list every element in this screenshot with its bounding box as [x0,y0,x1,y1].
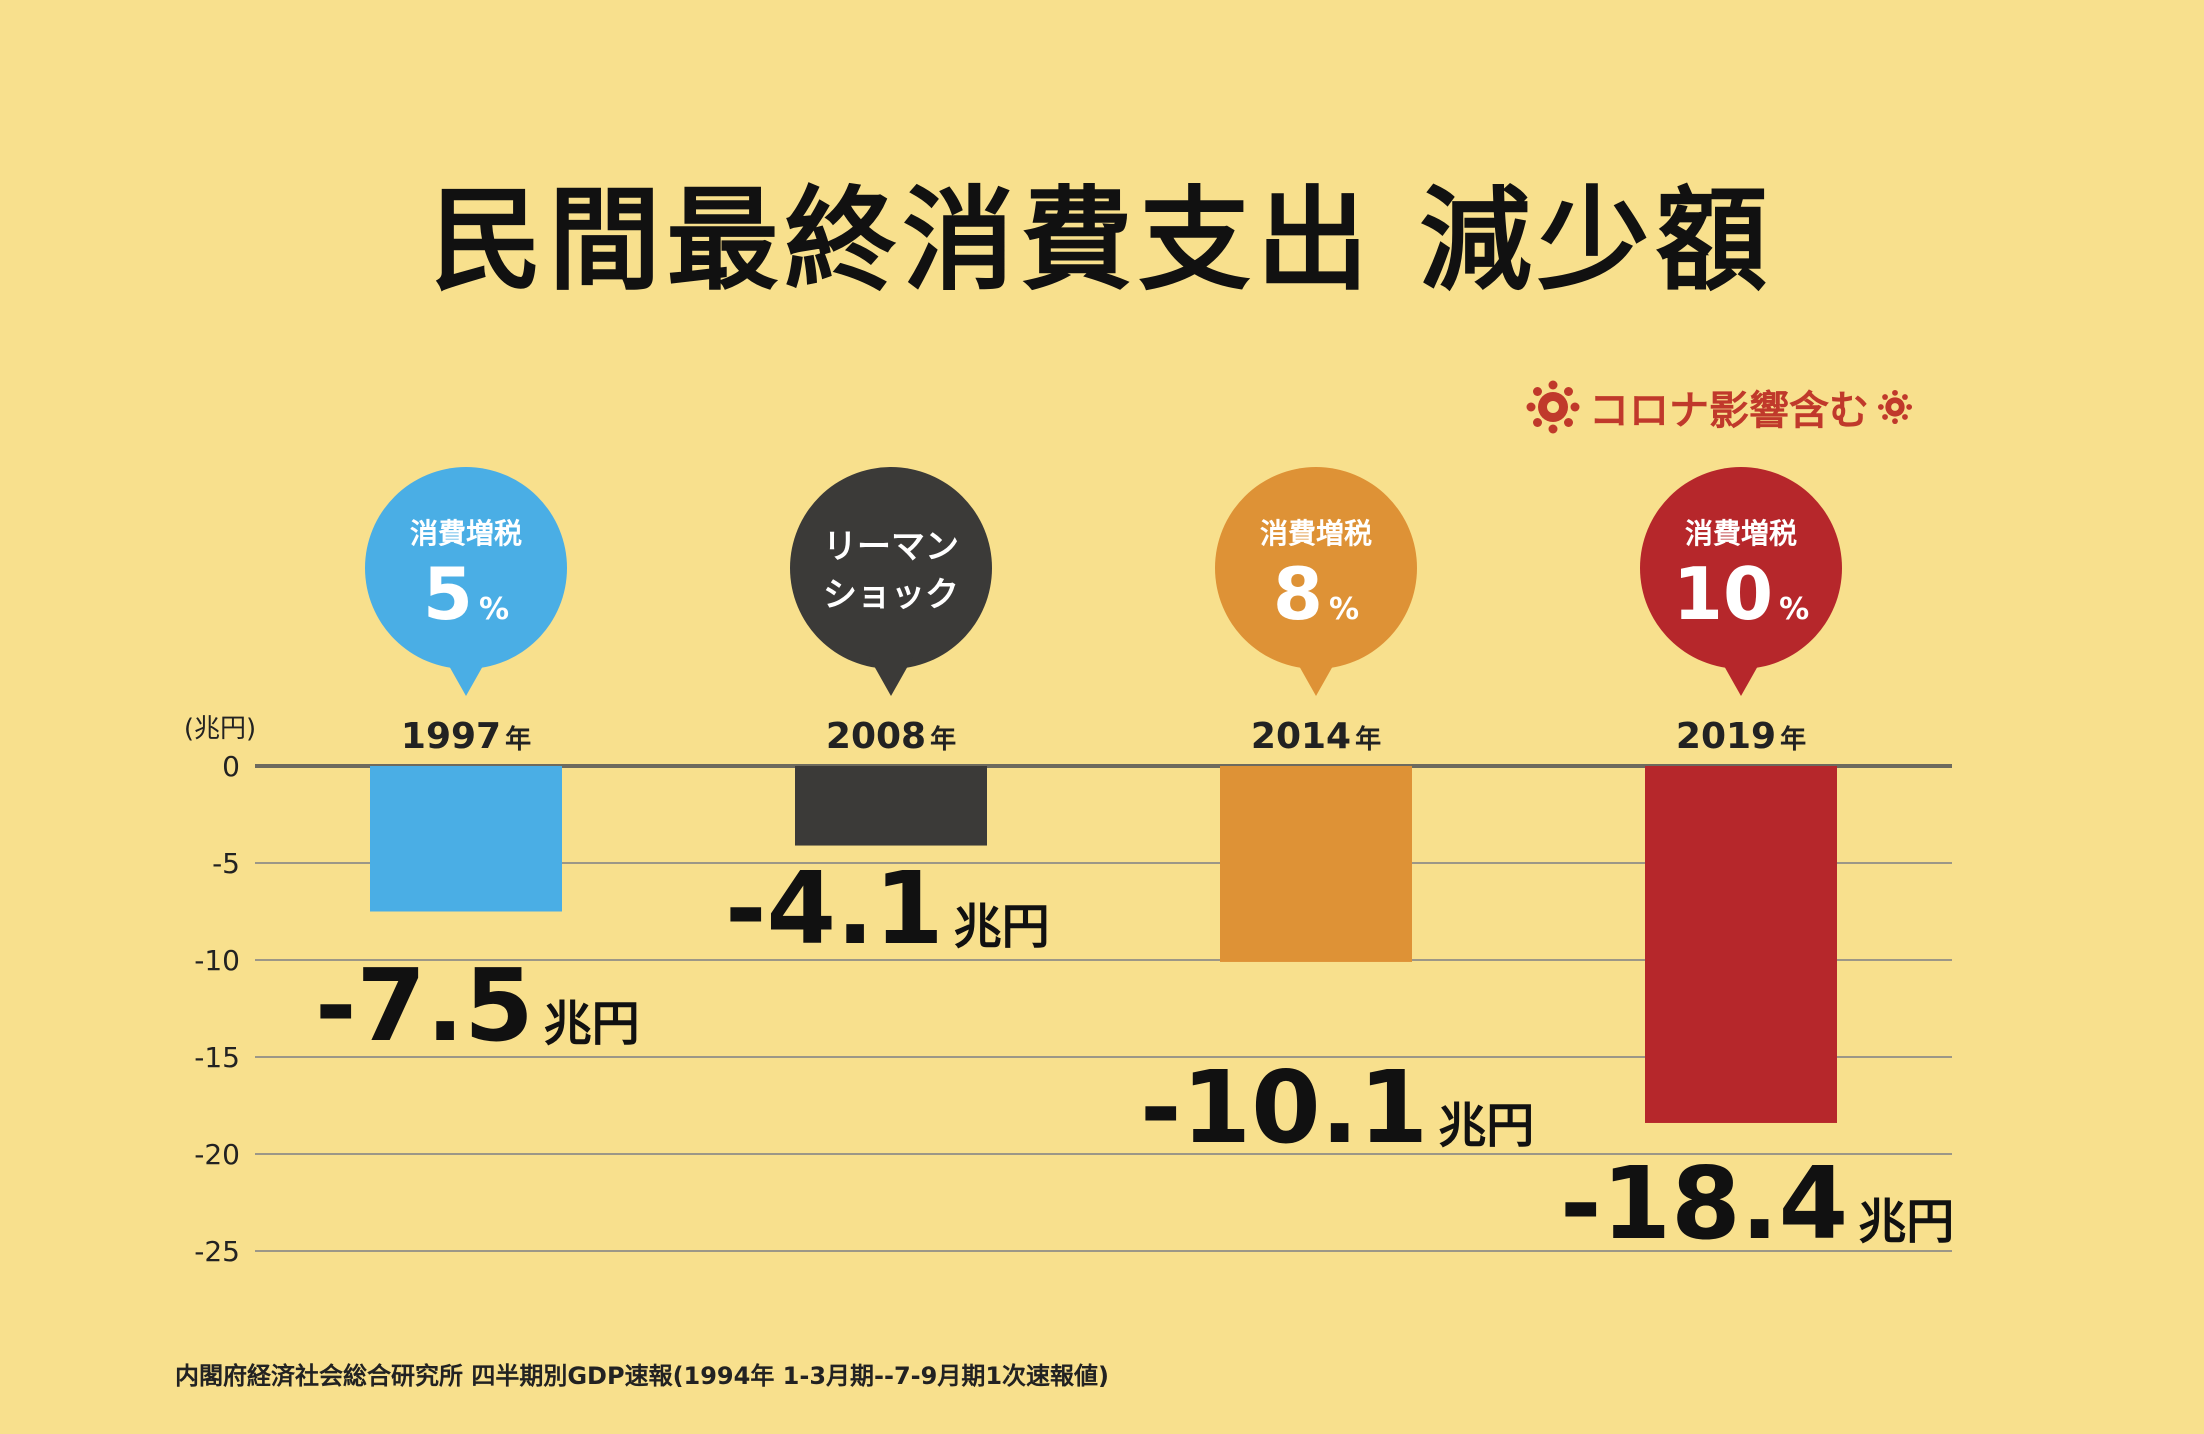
y-axis-unit: (兆円) [184,714,256,744]
event-rate: 8% [1273,552,1359,636]
event-bubble-pointer [1719,657,1763,696]
y-tick-label: 0 [222,750,240,783]
bar-1997 [370,766,562,912]
year-label: 2019 年 [1676,716,1806,757]
event-bubble-pointer [1294,657,1338,696]
corona-note-text: コロナ影響含む [1589,388,1869,434]
y-tick-label: -25 [194,1235,240,1268]
corona-note: コロナ影響含む [1525,372,1913,442]
event-bubble-1997 [365,467,567,669]
y-tick-label: -5 [212,847,240,880]
value-label-2014: -10.1 兆円 [1140,1049,1534,1166]
source-note: 内閣府経済社会総合研究所 四半期別GDP速報(1994年 1-3月期--7-9月… [175,1362,1109,1390]
event-rate: 5% [423,552,509,636]
event-bubble-2019 [1640,467,1842,669]
virus-icon [1526,380,1580,434]
chart-title: 民間最終消費支出 減少額 [430,176,1774,306]
event-bubble-pointer [444,657,488,696]
bar-2014 [1220,766,1412,962]
year-label: 2008 年 [826,716,956,757]
y-tick-label: -20 [194,1138,240,1171]
event-label: 消費増税 [410,517,522,550]
value-label-2019: -18.4 兆円 [1560,1145,1954,1262]
value-label-1997: -7.5 兆円 [315,947,640,1064]
bar-2008 [795,766,987,846]
event-label: ショック [823,575,959,615]
bar-2019 [1645,766,1837,1123]
year-label: 2014 年 [1251,716,1381,757]
y-tick-label: -10 [194,944,240,977]
virus-icon-small [1877,389,1913,425]
event-label: 消費増税 [1685,517,1797,550]
value-label-2008: -4.1 兆円 [725,850,1050,967]
y-tick-label: -15 [194,1041,240,1074]
year-label: 1997 年 [401,716,531,757]
event-bubble-2008 [790,467,992,669]
event-rate: 10% [1673,552,1809,636]
event-bubble-pointer [869,657,913,696]
event-bubble-2014 [1215,467,1417,669]
event-label: 消費増税 [1260,517,1372,550]
event-label: リーマン [823,527,959,567]
